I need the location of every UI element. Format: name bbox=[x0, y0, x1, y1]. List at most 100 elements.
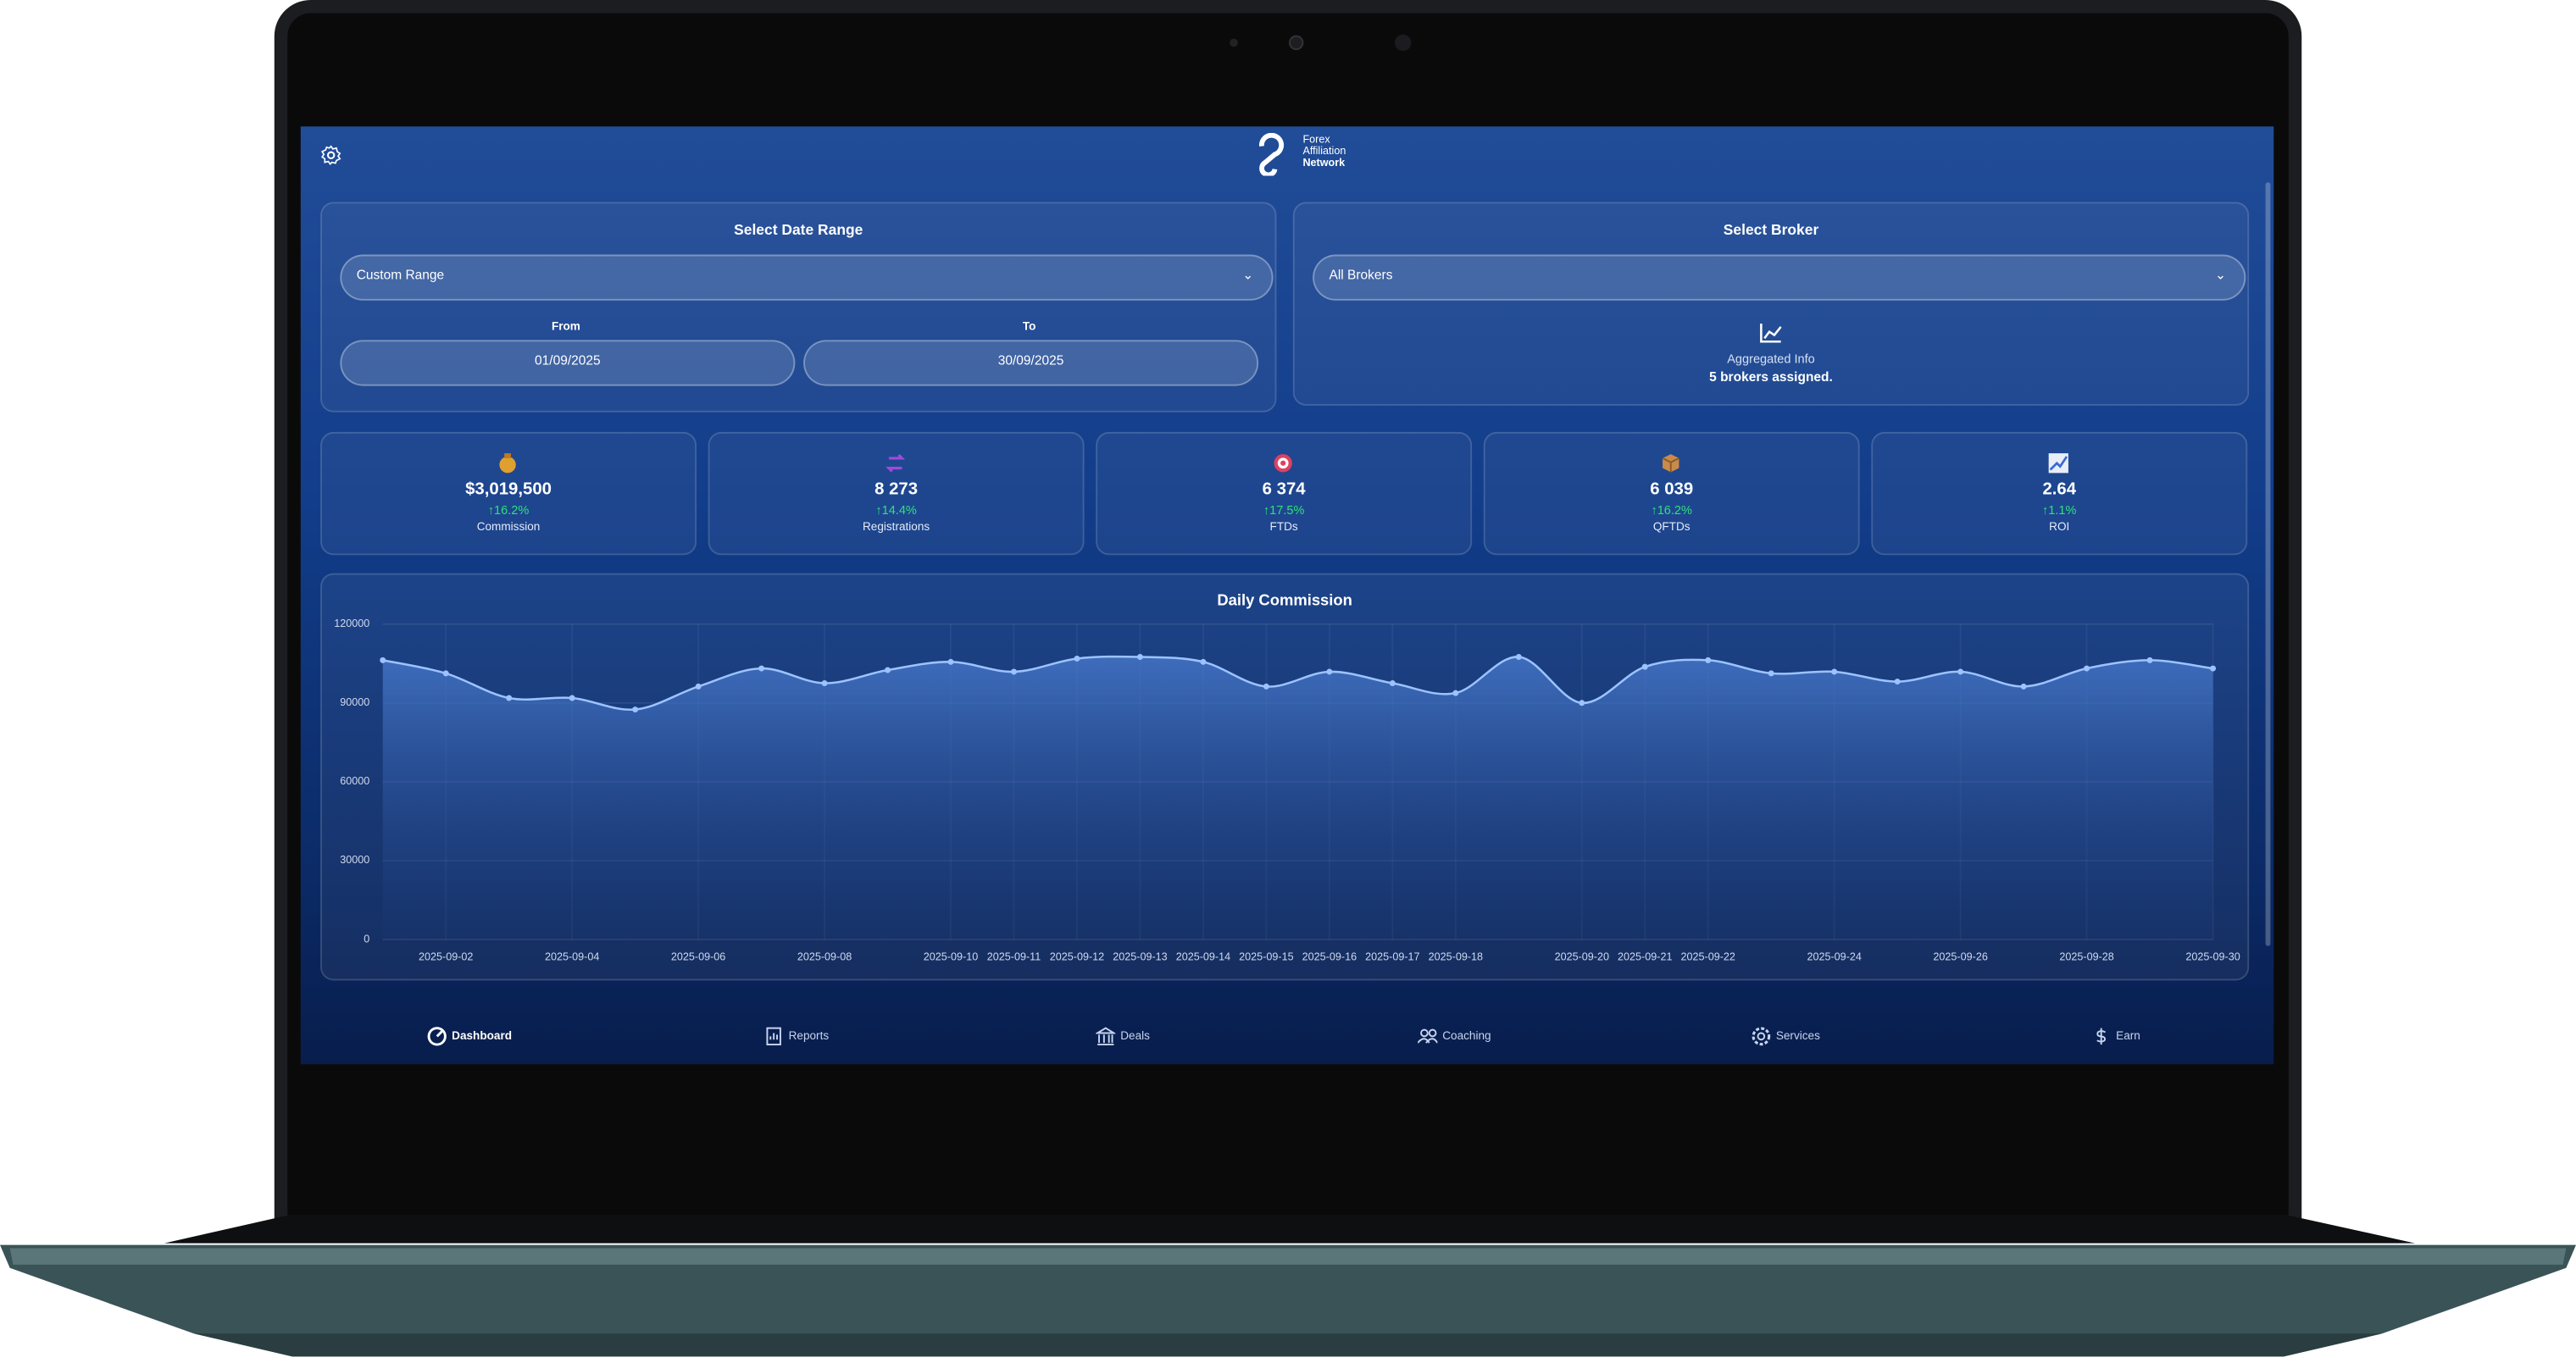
input-value: 01/09/2025 bbox=[535, 352, 601, 368]
nav-item[interactable]: Dashboard bbox=[427, 1027, 512, 1046]
kpi-change: ↑17.5% bbox=[1097, 502, 1470, 517]
x-tick-label: 2025-09-04 bbox=[545, 951, 599, 963]
point bbox=[506, 695, 513, 701]
x-tick-label: 2025-09-12 bbox=[1050, 951, 1104, 963]
card-title: Select Date Range bbox=[734, 221, 863, 239]
change-value: 1.1% bbox=[2048, 502, 2077, 518]
settings-icon[interactable] bbox=[320, 145, 341, 166]
point bbox=[1957, 668, 1964, 675]
nav-icon bbox=[2096, 1028, 2107, 1045]
dashboard-screen: Forex Affiliation Network Select Date Ra… bbox=[300, 126, 2274, 1065]
x-tick-label: 2025-09-15 bbox=[1239, 951, 1293, 963]
select-value: Custom Range bbox=[356, 268, 445, 283]
chart: Daily Commission 0 30000 60000 90000 120000 2… bbox=[334, 590, 2240, 963]
kpi-change: ↑1.1% bbox=[1873, 502, 2246, 517]
point bbox=[380, 657, 386, 663]
logo-line: Network bbox=[1302, 158, 1346, 169]
nav-item[interactable]: Services bbox=[1752, 1027, 1820, 1046]
point bbox=[947, 658, 954, 665]
nav-item[interactable]: Deals bbox=[1096, 1027, 1150, 1046]
kpi-card: $3,019,500 ↑16.2% Commission bbox=[320, 431, 697, 556]
kpi-label: Commission bbox=[476, 522, 541, 535]
input-value: 30/09/2025 bbox=[997, 352, 1064, 368]
up-arrow: ↑ bbox=[1651, 502, 1657, 518]
point bbox=[2020, 683, 2027, 690]
point bbox=[1011, 668, 1017, 675]
logo-line: Forex bbox=[1302, 134, 1330, 147]
change-value: 16.2% bbox=[494, 502, 530, 518]
point bbox=[1452, 690, 1459, 696]
broker-select[interactable]: All Brokers ⌄ bbox=[1313, 254, 2246, 301]
kpi-label: FTDs bbox=[1269, 522, 1298, 535]
change-value: 14.4% bbox=[881, 502, 917, 518]
kpi-label: Registrations bbox=[862, 522, 930, 535]
point bbox=[1894, 679, 1901, 685]
to-input[interactable]: 30/09/2025 bbox=[803, 340, 1259, 386]
chevron: ⌄ bbox=[1242, 268, 1254, 283]
nav-label: Services bbox=[1775, 1030, 1820, 1043]
kpi-icon bbox=[1274, 454, 1292, 473]
y-tick-label: 90000 bbox=[340, 696, 369, 708]
nav-item[interactable]: Earn bbox=[2091, 1027, 2140, 1046]
camera bbox=[1230, 34, 1412, 52]
y-tick-label: 120000 bbox=[334, 618, 369, 629]
info-title: Aggregated Info bbox=[1727, 351, 1815, 367]
point bbox=[1136, 654, 1143, 661]
from-input[interactable]: 01/09/2025 bbox=[340, 340, 796, 386]
up-arrow: ↑ bbox=[875, 502, 882, 518]
up-arrow: ↑ bbox=[487, 502, 495, 518]
card-title: Select Broker bbox=[1723, 221, 1819, 239]
x-tick-label: 2025-09-28 bbox=[2059, 951, 2113, 963]
nav-label: Earn bbox=[2116, 1030, 2140, 1043]
y-tick-label: 60000 bbox=[340, 775, 369, 787]
kpi-change: ↑14.4% bbox=[710, 502, 1083, 517]
kpi-change: ↑16.2% bbox=[1485, 502, 1858, 517]
logo-line: Affiliation bbox=[1302, 146, 1346, 158]
x-tick-label: 2025-09-30 bbox=[2185, 951, 2240, 963]
kpi-value: 6 374 bbox=[1262, 479, 1306, 500]
point bbox=[1831, 668, 1838, 675]
chart-icon bbox=[1760, 323, 1782, 343]
nav-item[interactable]: Reports bbox=[764, 1027, 829, 1046]
change-value: 17.5% bbox=[1269, 502, 1305, 518]
point bbox=[821, 680, 828, 687]
nav-label: Deals bbox=[1120, 1030, 1150, 1043]
point bbox=[1641, 663, 1648, 670]
kpi-card: 6 374 ↑17.5% FTDs bbox=[1096, 431, 1473, 556]
x-tick-label: 2025-09-02 bbox=[419, 951, 473, 963]
chart-title: Daily Commission bbox=[1217, 590, 1352, 608]
kpi-card: 6 039 ↑16.2% QFTDs bbox=[1483, 431, 1860, 556]
x-tick-label: 2025-09-16 bbox=[1302, 951, 1357, 963]
point bbox=[2084, 665, 2090, 672]
point bbox=[695, 683, 702, 690]
point bbox=[569, 695, 575, 701]
point bbox=[1389, 680, 1396, 687]
y-tick-label: 0 bbox=[364, 933, 369, 945]
x-tick-label: 2025-09-10 bbox=[924, 951, 978, 963]
x-tick-label: 2025-09-11 bbox=[987, 951, 1041, 963]
x-tick-label: 2025-09-17 bbox=[1365, 951, 1419, 963]
x-tick-label: 2025-09-21 bbox=[1618, 951, 1672, 963]
kpi-icon bbox=[2048, 453, 2068, 474]
point bbox=[1074, 655, 1080, 662]
kpi-label: QFTDs bbox=[1652, 522, 1690, 535]
logo-text: Forex Affiliation Network bbox=[1302, 135, 1346, 169]
kpi-change: ↑16.2% bbox=[322, 502, 695, 517]
x-tick-label: 2025-09-14 bbox=[1176, 951, 1230, 963]
kpi-value: 6 039 bbox=[1650, 479, 1694, 500]
x-tick-label: 2025-09-18 bbox=[1429, 951, 1483, 963]
nav-item[interactable]: Coaching bbox=[1418, 1027, 1491, 1046]
up-arrow: ↑ bbox=[1263, 502, 1270, 518]
point bbox=[2210, 665, 2217, 672]
nav-icon bbox=[1752, 1027, 1771, 1046]
kpi-card: 8 273 ↑14.4% Registrations bbox=[708, 431, 1085, 556]
nav-label: Dashboard bbox=[452, 1030, 513, 1043]
nav-icon bbox=[1096, 1027, 1116, 1046]
info-text: 5 brokers assigned. bbox=[1709, 369, 1833, 385]
nav-icon bbox=[427, 1027, 447, 1046]
kpi-icon bbox=[499, 453, 516, 474]
date-range-select[interactable]: Custom Range ⌄ bbox=[340, 254, 1274, 301]
x-tick-label: 2025-09-24 bbox=[1807, 951, 1861, 963]
